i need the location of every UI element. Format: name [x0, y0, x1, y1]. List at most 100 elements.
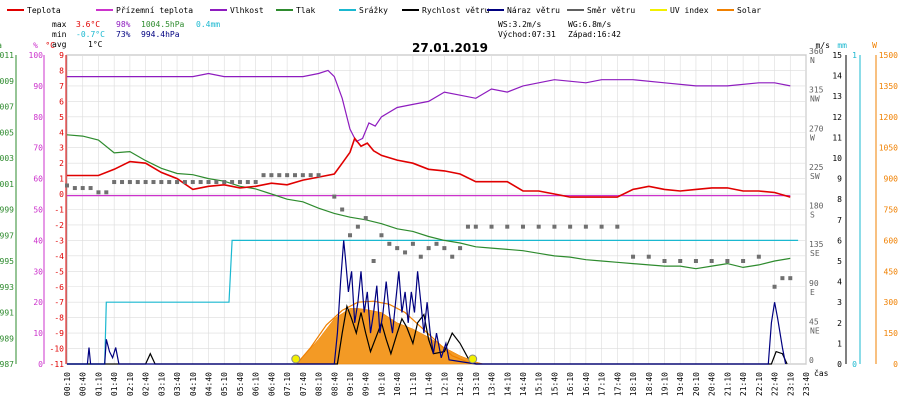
wind-tick-label: 4 [837, 278, 842, 287]
wind-direction-point [458, 246, 463, 251]
temperature-tick-label: 2 [59, 159, 64, 168]
wind-direction-point [316, 173, 321, 178]
wind-direction-point [756, 254, 761, 259]
stat-max-rain: 0.4mm [196, 20, 220, 29]
wind-direction-point [379, 233, 384, 238]
series-teplota [67, 136, 791, 198]
solar-tick-label: 300 [884, 298, 899, 307]
legend-label: Přízemní teplota [116, 6, 193, 15]
x-tick-label: 05:10 [220, 372, 229, 396]
wind-direction-point [175, 180, 180, 185]
direction-tick-label: 180 [809, 202, 824, 211]
humidity-tick-label: 30 [33, 267, 43, 276]
legend-label: Vlhkost [230, 6, 264, 15]
x-tick-label: 23:40 [802, 372, 811, 396]
sun-marker [468, 354, 478, 364]
temperature-tick-label: 0 [59, 190, 64, 199]
stat-min-press: 994.4hPa [141, 30, 180, 39]
wind-direction-point [214, 180, 219, 185]
temperature-tick-label: -9 [54, 329, 64, 338]
wind-direction-point [615, 224, 620, 229]
pressure-tick-label: 993 [0, 283, 14, 292]
temperature-tick-label: -5 [54, 267, 64, 276]
wind-direction-point [442, 246, 447, 251]
temperature-tick-label: -11 [50, 360, 65, 369]
wind-tick-label: 6 [837, 236, 842, 245]
wind-direction-point [426, 246, 431, 251]
legend-label: Rychlost větru [422, 6, 490, 15]
temperature-tick-label: -8 [54, 314, 64, 323]
x-tick-label: 11:40 [425, 372, 434, 396]
x-tick-label: 12:10 [440, 372, 449, 396]
wind-direction-point [583, 224, 588, 229]
rain-tick-label: 1 [852, 51, 857, 60]
wind-direction-point [371, 259, 376, 263]
direction-tick-dir: SW [810, 172, 820, 181]
wind-direction-point [88, 186, 93, 191]
direction-tick-label: 90 [809, 279, 819, 288]
stats-panel: max 3.6°C 98% 1004.5hPa 0.4mm min -0.7°C… [52, 20, 621, 49]
legend: Teplota Přízemní teplota Vlhkost Tlak Srážky… [7, 6, 761, 15]
wind-direction-point [277, 173, 282, 178]
x-tick-label: 06:10 [252, 372, 261, 396]
wind-tick-label: 10 [832, 154, 842, 163]
pressure-tick-label: 997 [0, 231, 14, 240]
x-tick-label: 18:40 [645, 372, 654, 396]
rain-axis-unit: mm [837, 41, 847, 50]
wind-direction-point [772, 284, 777, 289]
stat-min-label: min [52, 30, 67, 39]
grid [66, 54, 807, 365]
temperature-tick-label: -6 [54, 283, 64, 292]
wind-direction-point [646, 254, 651, 259]
pressure-axis-unit: hPa [0, 41, 2, 50]
x-tick-label: 15:40 [550, 372, 559, 396]
wind-direction-point [167, 180, 172, 185]
direction-tick-dir: SE [810, 249, 820, 258]
solar-tick-label: 1050 [879, 144, 898, 153]
x-tick-label: 06:40 [267, 372, 276, 396]
x-tick-label: 14:40 [519, 372, 528, 396]
temperature-tick-label: -4 [54, 252, 64, 261]
temperature-tick-label: -2 [54, 221, 64, 230]
x-tick-label: 22:10 [755, 372, 764, 396]
wind-tick-label: 7 [837, 216, 842, 225]
wind-direction-point [72, 186, 77, 191]
x-tick-label: 10:10 [377, 372, 386, 396]
humidity-tick-label: 60 [33, 175, 43, 184]
wind-direction-point [190, 180, 195, 185]
legend-label: Srážky [359, 6, 388, 15]
direction-tick-label: 270 [809, 124, 824, 133]
wind-direction-point [112, 180, 117, 185]
wind-direction-point [536, 224, 541, 229]
solar-tick-label: 750 [884, 206, 899, 215]
wind-direction-point [693, 259, 698, 263]
wind-direction-point [725, 259, 730, 263]
x-tick-label: 19:40 [676, 372, 685, 396]
direction-tick-dir: NW [810, 95, 820, 104]
solar-tick-label: 1350 [879, 82, 898, 91]
temperature-tick-label: 6 [59, 97, 64, 106]
direction-tick-label: 225 [809, 163, 824, 172]
temperature-tick-label: 4 [59, 128, 64, 137]
wind-tick-label: 13 [832, 92, 842, 101]
direction-tick-label: 315 [809, 86, 824, 95]
wind-direction-point [135, 180, 140, 185]
wind-direction-point [450, 254, 455, 259]
humidity-tick-label: 40 [33, 236, 43, 245]
x-tick-label: 07:40 [299, 372, 308, 396]
wind-direction-point [520, 224, 525, 229]
stat-max-press: 1004.5hPa [141, 20, 185, 29]
solar-tick-label: 0 [893, 360, 898, 369]
stat-wind-gust: WG:6.8m/s [568, 20, 612, 29]
wind-tick-label: 8 [837, 195, 842, 204]
x-tick-label: 17:40 [613, 372, 622, 396]
wind-direction-point [104, 190, 109, 195]
legend-label: Náraz větru [507, 6, 560, 15]
direction-tick-dir: S [810, 211, 815, 220]
stat-sunrise: Východ:07:31 [498, 30, 556, 39]
stat-wind-speed: WS:3.2m/s [498, 20, 542, 29]
